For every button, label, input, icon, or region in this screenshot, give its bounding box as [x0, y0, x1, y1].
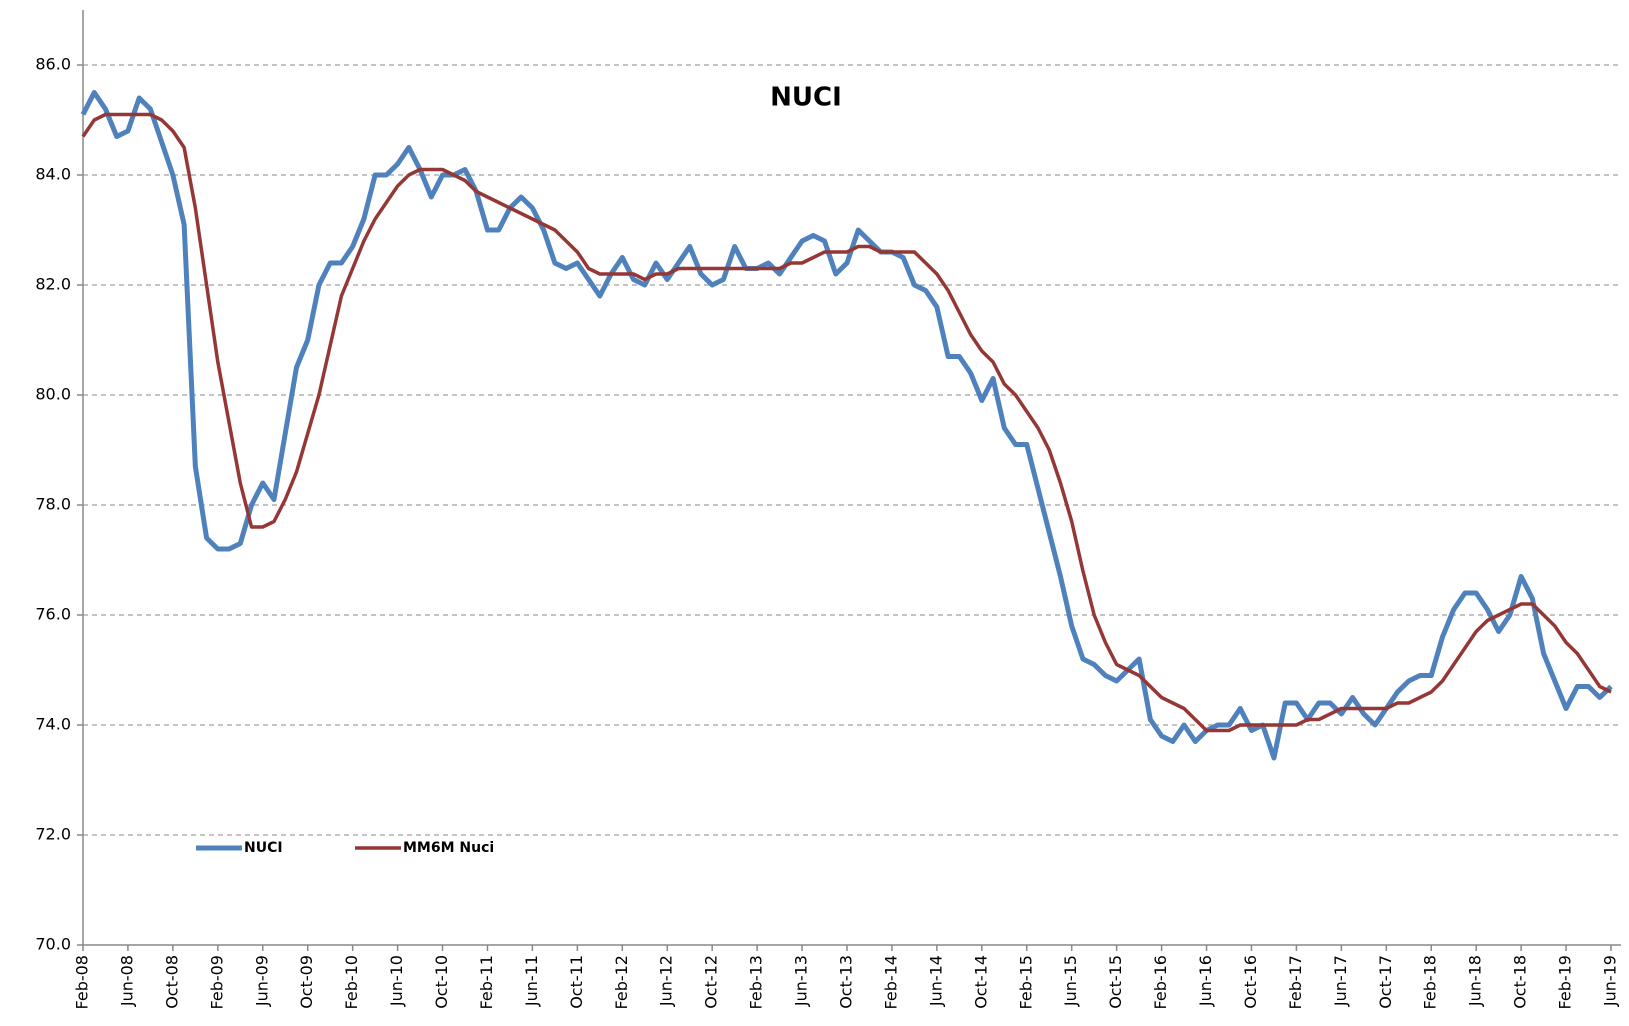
- y-tick-label: 70.0: [35, 935, 71, 954]
- x-tick-label: Jun-14: [926, 955, 945, 1007]
- legend-label: NUCI: [244, 840, 283, 856]
- x-tick-label: Feb-19: [1556, 955, 1575, 1009]
- x-tick-label: Oct-16: [1241, 955, 1260, 1009]
- x-tick-label: Feb-13: [747, 955, 766, 1009]
- y-tick-label: 74.0: [35, 715, 71, 734]
- x-tick-label: Jun-08: [117, 955, 136, 1007]
- y-tick-label: 76.0: [35, 605, 71, 624]
- x-tick-label: Oct-09: [297, 955, 316, 1009]
- x-tick-label: Feb-11: [477, 955, 496, 1009]
- x-tick-label: Jun-10: [387, 955, 406, 1007]
- x-tick-label: Jun-17: [1331, 955, 1350, 1007]
- legend-label: MM6M Nuci: [403, 840, 494, 856]
- x-tick-label: Jun-11: [522, 955, 541, 1007]
- x-tick-label: Jun-15: [1061, 955, 1080, 1007]
- x-tick-label: Jun-18: [1466, 955, 1485, 1007]
- x-tick-label: Oct-08: [162, 955, 181, 1009]
- x-tick-label: Jun-16: [1196, 955, 1215, 1007]
- x-tick-label: Oct-14: [971, 955, 990, 1009]
- y-tick-label: 80.0: [35, 385, 71, 404]
- x-tick-label: Jun-19: [1601, 955, 1620, 1007]
- x-tick-label: Feb-18: [1421, 955, 1440, 1009]
- x-tick-label: Feb-17: [1286, 955, 1305, 1009]
- x-tick-label: Feb-12: [612, 955, 631, 1009]
- x-tick-label: Jun-12: [657, 955, 676, 1007]
- x-tick-label: Feb-16: [1151, 955, 1170, 1009]
- x-tick-label: Jun-09: [252, 955, 271, 1007]
- x-tick-label: Oct-11: [567, 955, 586, 1009]
- x-tick-label: Feb-14: [881, 955, 900, 1009]
- chart-title: NUCI: [770, 83, 842, 113]
- x-tick-label: Oct-15: [1106, 955, 1125, 1009]
- y-tick-label: 86.0: [35, 55, 71, 74]
- y-tick-label: 78.0: [35, 495, 71, 514]
- x-tick-label: Oct-10: [432, 955, 451, 1009]
- series-line: [80, 90, 1613, 761]
- x-tick-label: Oct-12: [702, 955, 721, 1009]
- x-tick-label: Oct-18: [1511, 955, 1530, 1009]
- y-tick-label: 72.0: [35, 825, 71, 844]
- x-tick-label: Oct-17: [1376, 955, 1395, 1009]
- x-tick-label: Jun-13: [792, 955, 811, 1007]
- y-tick-label: 82.0: [35, 275, 71, 294]
- series-line: [81, 112, 1612, 733]
- x-tick-label: Feb-10: [342, 955, 361, 1009]
- x-tick-label: Feb-09: [207, 955, 226, 1009]
- x-tick-label: Oct-13: [837, 955, 856, 1009]
- x-tick-label: Feb-08: [73, 955, 92, 1009]
- x-tick-label: Feb-15: [1016, 955, 1035, 1009]
- y-tick-label: 84.0: [35, 165, 71, 184]
